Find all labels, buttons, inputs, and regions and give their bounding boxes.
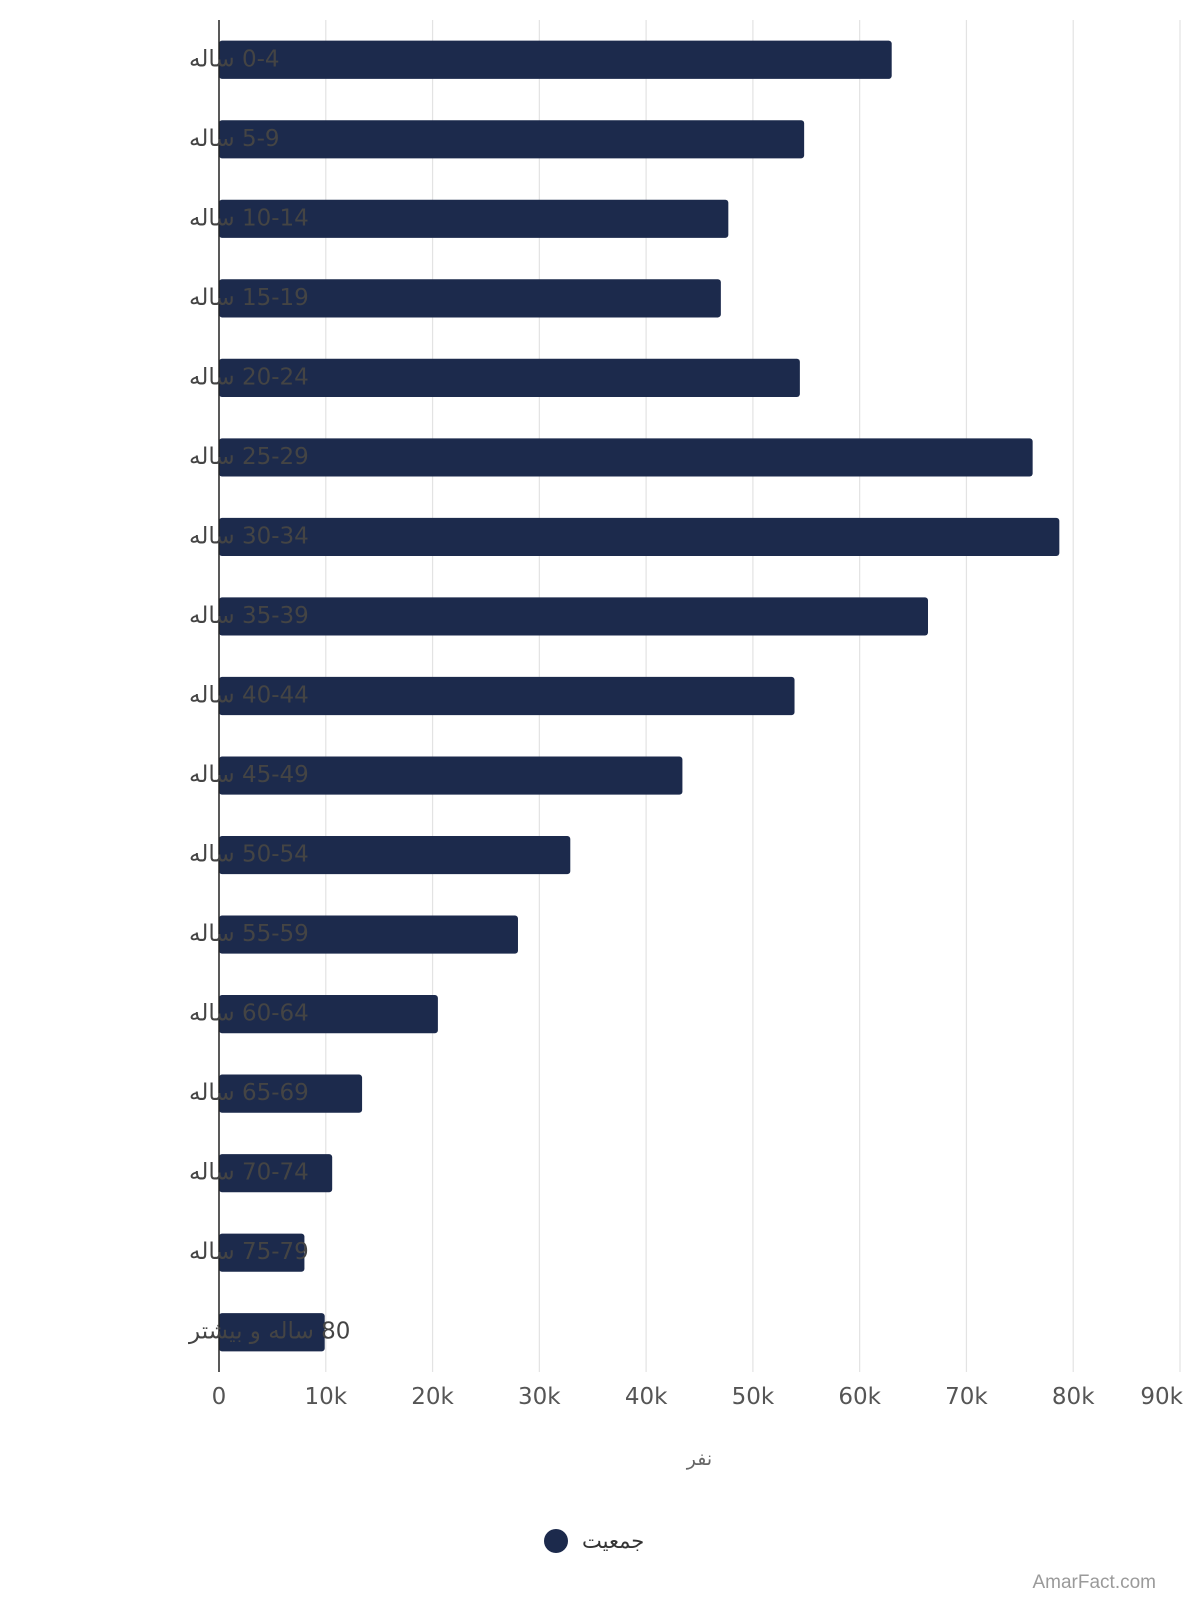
category-label: 60-64 ساله [189, 1001, 309, 1027]
category-label: 0-4 ساله [189, 46, 280, 72]
category-label: 10-14 ساله [189, 205, 309, 231]
category-label: 70-74 ساله [189, 1160, 309, 1186]
x-tick-label: 70k [945, 1384, 988, 1410]
category-label: 80 ساله و بیشتر [188, 1319, 350, 1345]
bar[interactable] [219, 1313, 325, 1352]
legend[interactable]: جمعیت [544, 1529, 644, 1553]
bar[interactable] [219, 438, 1033, 477]
bar[interactable] [219, 1074, 363, 1113]
bar[interactable] [219, 279, 721, 318]
category-label: 15-19 ساله [189, 285, 309, 311]
bar[interactable] [219, 915, 518, 954]
category-label: 55-59 ساله [189, 921, 309, 947]
bar[interactable] [219, 517, 1060, 557]
category-label: 40-44 ساله [189, 683, 309, 709]
x-tick-label: 30k [518, 1384, 561, 1410]
bar[interactable] [219, 199, 729, 238]
x-tick-labels: 0 10k 20k 30k 40k 50k 60k 70k 80k 90k [212, 1384, 1184, 1410]
category-labels: 0-4 ساله 5-9 ساله 10-14 ساله 15-19 ساله 20-2… [188, 46, 350, 1344]
legend-marker [544, 1529, 568, 1553]
bar[interactable] [219, 40, 892, 79]
bar[interactable] [219, 756, 683, 795]
bar[interactable] [219, 120, 805, 159]
category-label: 65-69 ساله [189, 1080, 309, 1106]
category-label: 30-34 ساله [189, 523, 309, 549]
category-label: 20-24 ساله [189, 364, 309, 390]
category-label: 5-9 ساله [189, 126, 280, 152]
x-tick-label: 20k [411, 1384, 454, 1410]
x-tick-label: 80k [1052, 1384, 1095, 1410]
bar[interactable] [219, 995, 438, 1034]
category-label: 25-29 ساله [189, 444, 309, 470]
bar[interactable] [219, 1154, 333, 1193]
category-label: 50-54 ساله [189, 842, 309, 868]
watermark: AmarFact.com [1032, 1572, 1156, 1593]
category-label: 45-49 ساله [189, 762, 309, 788]
category-label: 35-39 ساله [189, 603, 309, 629]
bars [219, 40, 1060, 1352]
bar[interactable] [219, 676, 795, 716]
x-axis-title: نفر [686, 1448, 712, 1470]
bar[interactable] [219, 835, 571, 875]
category-label: 75-79 ساله [189, 1239, 309, 1265]
x-tick-label: 0 [212, 1384, 227, 1410]
x-tick-label: 90k [1140, 1384, 1183, 1410]
bar[interactable] [219, 358, 800, 397]
x-tick-label: 60k [838, 1384, 881, 1410]
bar[interactable] [219, 597, 929, 636]
legend-label: جمعیت [582, 1529, 644, 1553]
bar[interactable] [219, 1233, 305, 1272]
x-tick-label: 10k [304, 1384, 347, 1410]
x-tick-label: 50k [732, 1384, 775, 1410]
x-tick-label: 40k [625, 1384, 668, 1410]
